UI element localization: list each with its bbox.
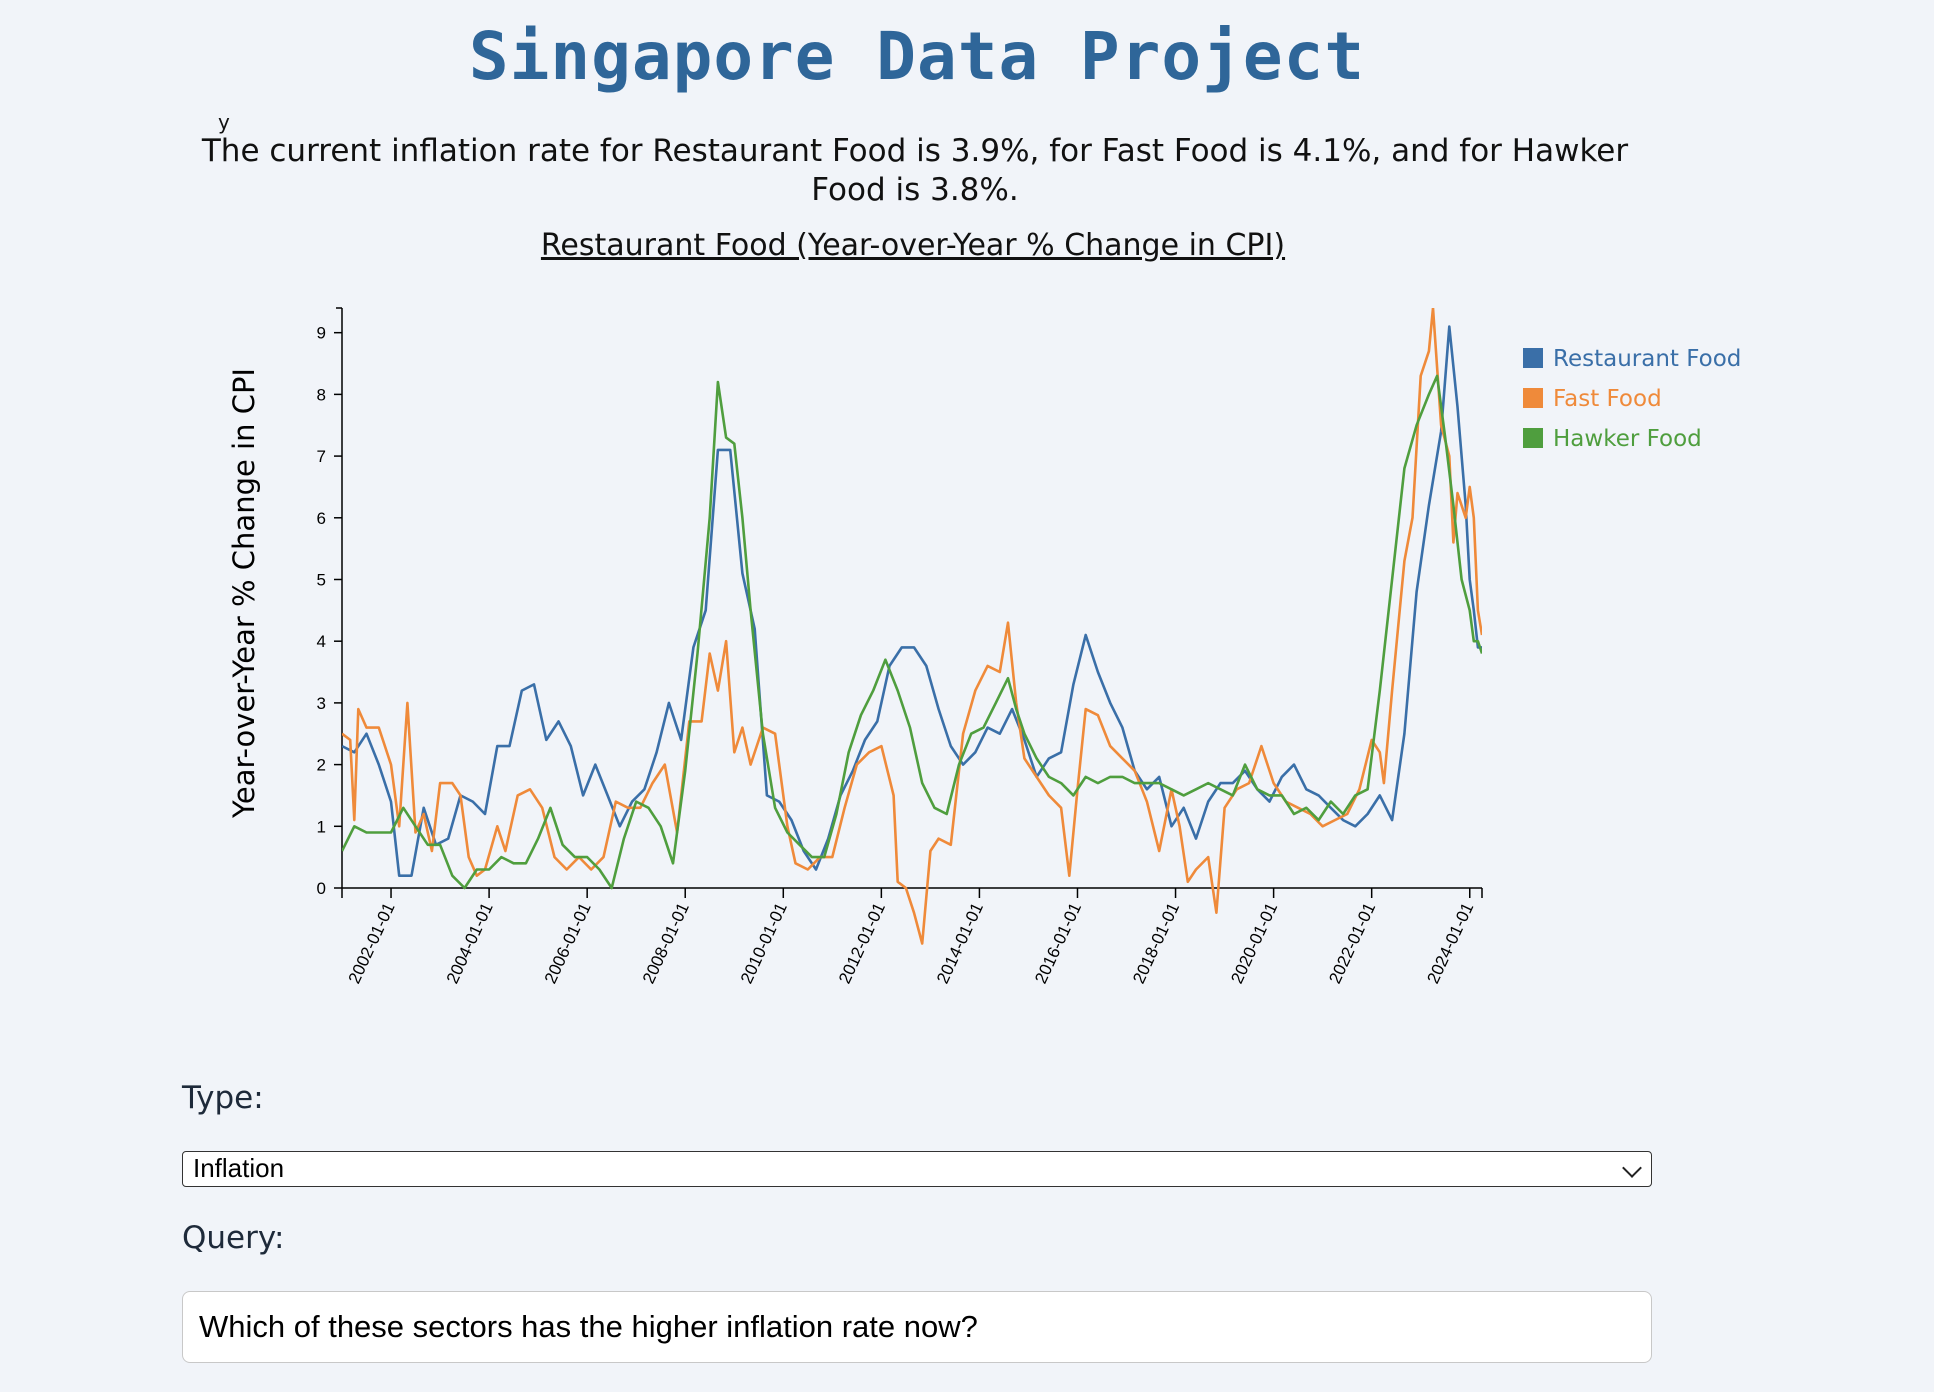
- y-axis-label: Year-over-Year % Change in CPI: [227, 368, 261, 819]
- y-tick-label: 6: [317, 509, 326, 528]
- x-tick-label: 2014-01-01: [933, 900, 987, 987]
- legend-swatch-restaurant-food: [1523, 348, 1543, 368]
- page-title: Singapore Data Project: [468, 18, 1366, 95]
- x-tick-label: 2006-01-01: [541, 900, 595, 987]
- series-line-fast-food: [342, 308, 1482, 945]
- y-tick-label: 1: [317, 817, 326, 836]
- y-tick-label: 3: [317, 694, 326, 713]
- chart-title: Restaurant Food (Year-over-Year % Change…: [540, 228, 1286, 263]
- series-line-restaurant-food: [342, 325, 1482, 877]
- y-tick-label: 8: [317, 385, 326, 404]
- legend-swatch-fast-food: [1523, 388, 1543, 408]
- y-tick-label: 7: [317, 447, 326, 466]
- x-tick-label: 2008-01-01: [639, 900, 693, 987]
- y-tick-label: 9: [317, 324, 326, 343]
- legend-label-fast-food: Fast Food: [1553, 386, 1662, 412]
- type-select-value: Inflation: [193, 1153, 285, 1183]
- y-tick-label: 2: [317, 756, 326, 775]
- legend-label-restaurant-food: Restaurant Food: [1553, 346, 1741, 372]
- x-tick-label: 2010-01-01: [737, 900, 791, 987]
- answer-text: The current inflation rate for Restauran…: [201, 133, 1629, 208]
- chevron-down-icon: [1622, 1158, 1642, 1178]
- x-tick-label: 2002-01-01: [345, 900, 399, 987]
- legend-swatch-hawker-food: [1523, 428, 1543, 448]
- legend-label-hawker-food: Hawker Food: [1553, 426, 1702, 452]
- query-label: Query:: [182, 1220, 285, 1256]
- clipped-text-fragment: y: [218, 110, 230, 134]
- y-tick-label: 4: [317, 632, 326, 651]
- y-tick-label: 0: [317, 879, 326, 898]
- series-line-hawker-food: [342, 374, 1482, 890]
- x-tick-label: 2018-01-01: [1129, 900, 1183, 987]
- x-tick-label: 2020-01-01: [1227, 900, 1281, 987]
- x-tick-label: 2012-01-01: [835, 900, 889, 987]
- x-tick-label: 2024-01-01: [1423, 900, 1477, 987]
- x-tick-label: 2016-01-01: [1031, 900, 1085, 987]
- x-tick-label: 2004-01-01: [443, 900, 497, 987]
- inflation-line-chart: 0 1 2 3 4 5 6 7 8 9 2002-01-01 2004-01-01 2006-01-01…: [227, 307, 1741, 987]
- type-select[interactable]: Inflation: [182, 1151, 1652, 1187]
- x-tick-label: 2022-01-01: [1325, 900, 1379, 987]
- query-input[interactable]: Which of these sectors has the higher in…: [182, 1291, 1652, 1363]
- y-tick-label: 5: [317, 570, 326, 589]
- type-label: Type:: [182, 1080, 264, 1116]
